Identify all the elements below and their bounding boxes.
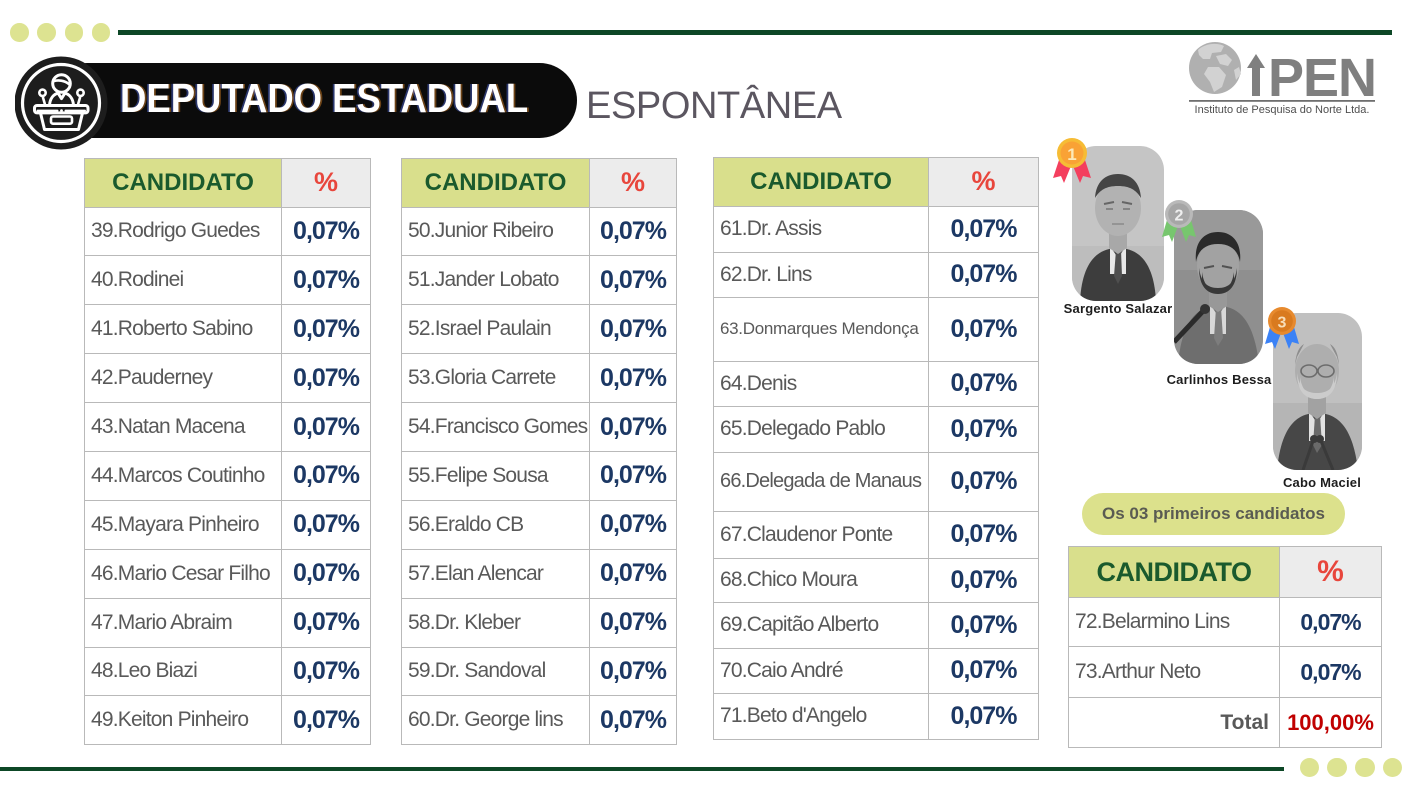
svg-text:Instituto de Pesquisa do Norte: Instituto de Pesquisa do Norte Ltda. xyxy=(1195,104,1370,115)
svg-text:2: 2 xyxy=(1175,208,1184,225)
svg-text:1: 1 xyxy=(1067,145,1076,164)
svg-text:3: 3 xyxy=(1278,315,1287,332)
svg-text:PEN: PEN xyxy=(1268,48,1376,108)
